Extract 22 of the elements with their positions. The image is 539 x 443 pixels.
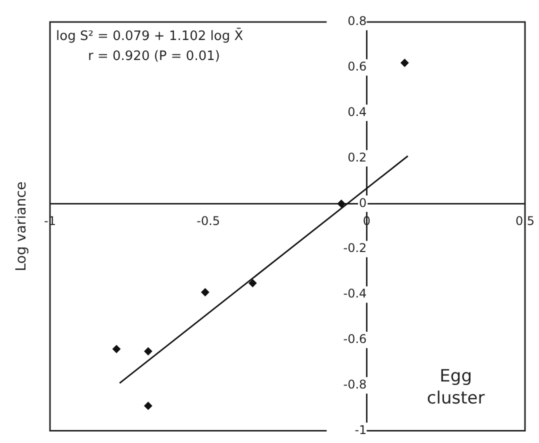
y-tick-label: -0.8 <box>343 378 367 392</box>
point <box>400 58 409 67</box>
annotation: log S² = 0.079 + 1.102 log X̄ <box>56 28 244 44</box>
point <box>337 200 346 208</box>
y-tick-label: 0 <box>359 196 367 210</box>
point <box>112 345 120 354</box>
y-tick-label: -1 <box>354 422 367 437</box>
point <box>144 347 152 356</box>
point <box>248 279 257 288</box>
y-tick-label: -0.2 <box>343 241 367 256</box>
y-tick-label: 0.6 <box>348 60 367 74</box>
y-tick-label: 0.2 <box>348 150 367 164</box>
y-tick-label: -0.4 <box>343 286 367 301</box>
x-tick-label: -0.5 <box>196 214 220 228</box>
point <box>201 288 210 296</box>
annotation: Egg cluster <box>426 366 485 409</box>
y-tick-label: 0.8 <box>348 14 367 28</box>
y-axis-title: Log variance <box>14 182 30 272</box>
annotation: r = 0.920 (P = 0.01) <box>88 48 220 64</box>
point <box>144 402 152 410</box>
y-tick-label: -0.6 <box>343 332 367 346</box>
y-tick-label: 0.4 <box>348 104 367 119</box>
